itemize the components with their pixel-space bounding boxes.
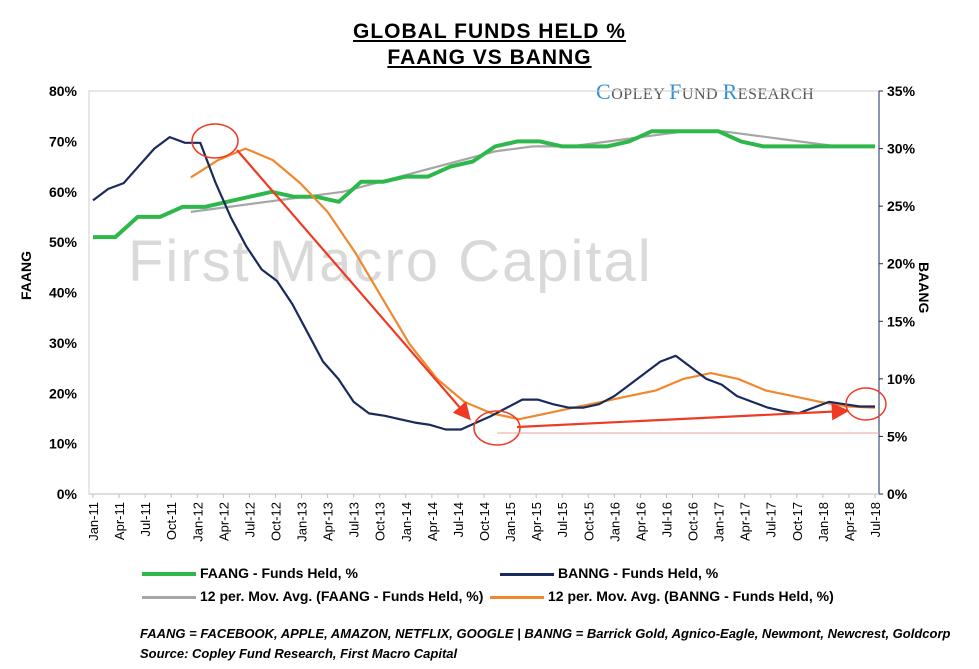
x-tick-label: Jul-15 [555, 502, 570, 537]
x-tick-label: Oct-16 [686, 502, 701, 541]
left-tick-label: 80% [49, 83, 78, 99]
legend-item-banng-ma: 12 per. Mov. Avg. (BANNG - Funds Held, %… [490, 588, 834, 604]
right-tick-label: 35% [887, 83, 916, 99]
left-tick-label: 10% [49, 436, 78, 452]
x-tick-label: Oct-14 [477, 502, 492, 541]
x-tick-label: Apr-17 [738, 502, 753, 541]
legend-swatch-faang [142, 572, 196, 577]
x-tick-label: Jul-17 [764, 502, 779, 537]
legend-item-banng: BANNG - Funds Held, % [500, 565, 718, 581]
x-tick-label: Oct-12 [268, 502, 283, 541]
footnote-source: Source: Copley Fund Research, First Macr… [140, 646, 458, 661]
plot-area-border [88, 90, 880, 495]
annotations [191, 123, 887, 446]
highlight-circle-bottom [473, 410, 521, 446]
left-tick-label: 0% [57, 486, 78, 502]
right-axis-ticks: 0% 5% 10% 15% 20% 25% 30% 35% [879, 83, 916, 502]
x-axis-ticks: Jan-11 Apr-11 Jul-11 Oct-11 Jan-12 Apr-12 Jul-… [86, 494, 883, 542]
x-tick-label: Jan-13 [295, 502, 310, 542]
legend-item-faang: FAANG - Funds Held, % [142, 565, 358, 581]
legend-swatch-banng [500, 572, 554, 576]
left-tick-label: 60% [49, 184, 78, 200]
left-tick-label: 70% [49, 133, 78, 149]
chart-title-line2: FAANG VS BANNG [387, 46, 592, 69]
left-tick-label: 50% [49, 234, 78, 250]
legend-item-faang-ma: 12 per. Mov. Avg. (FAANG - Funds Held, %… [142, 588, 483, 604]
x-tick-label: Apr-11 [112, 502, 127, 540]
x-tick-label: Jan-15 [503, 502, 518, 542]
x-tick-label: Oct-17 [790, 502, 805, 541]
highlight-circle-peak [191, 123, 239, 159]
series-lines [92, 129, 876, 431]
right-tick-label: 5% [887, 428, 908, 444]
x-tick-label: Jan-18 [816, 502, 831, 542]
right-tick-label: 0% [887, 486, 908, 502]
series-line-faang [93, 129, 875, 240]
x-tick-label: Apr-15 [529, 502, 544, 541]
x-tick-label: Jan-12 [190, 502, 205, 542]
right-tick-label: 25% [887, 198, 916, 214]
x-tick-label: Apr-18 [842, 502, 857, 541]
x-tick-label: Jul-12 [242, 502, 257, 537]
x-tick-label: Oct-11 [164, 502, 179, 540]
x-tick-label: Jul-14 [451, 502, 466, 537]
right-tick-label: 15% [887, 313, 916, 329]
left-tick-label: 40% [49, 285, 78, 301]
x-tick-label: Apr-16 [633, 502, 648, 541]
x-tick-label: Jul-16 [659, 502, 674, 537]
legend-swatch-faang-ma [142, 595, 196, 599]
x-tick-label: Apr-12 [216, 502, 231, 541]
x-tick-label: Apr-13 [321, 502, 336, 541]
arrow-decline [236, 149, 471, 421]
right-tick-label: 10% [887, 371, 916, 387]
arrow-recovery [516, 402, 850, 429]
series-line-banng [92, 136, 875, 431]
x-tick-label: Jul-18 [868, 502, 883, 537]
x-tick-label: Apr-14 [425, 502, 440, 541]
left-axis-ticks: 0% 10% 20% 30% 40% 50% 60% 70% 80% [49, 83, 78, 502]
left-tick-label: 20% [49, 385, 78, 401]
footnote-definitions: FAANG = FACEBOOK, APPLE, AMAZON, NETFLIX… [140, 626, 951, 641]
right-tick-label: 20% [887, 256, 916, 272]
series-line-banng-ma [190, 147, 876, 421]
legend-swatch-banng-ma [490, 595, 544, 599]
x-tick-label: Oct-13 [373, 502, 388, 541]
x-tick-label: Jan-17 [712, 502, 727, 542]
highlight-circle-latest [845, 387, 887, 421]
x-tick-label: Jan-14 [399, 502, 414, 542]
right-tick-label: 30% [887, 141, 916, 157]
left-tick-label: 30% [49, 335, 78, 351]
x-tick-label: Jan-11 [86, 502, 101, 541]
watermark-text: First Macro Capital [128, 229, 653, 294]
x-tick-label: Oct-15 [581, 502, 596, 541]
x-tick-label: Jul-11 [138, 502, 153, 536]
x-tick-label: Jan-16 [607, 502, 622, 542]
x-tick-label: Jul-13 [347, 502, 362, 537]
chart-title-line1: GLOBAL FUNDS HELD % [353, 20, 626, 43]
